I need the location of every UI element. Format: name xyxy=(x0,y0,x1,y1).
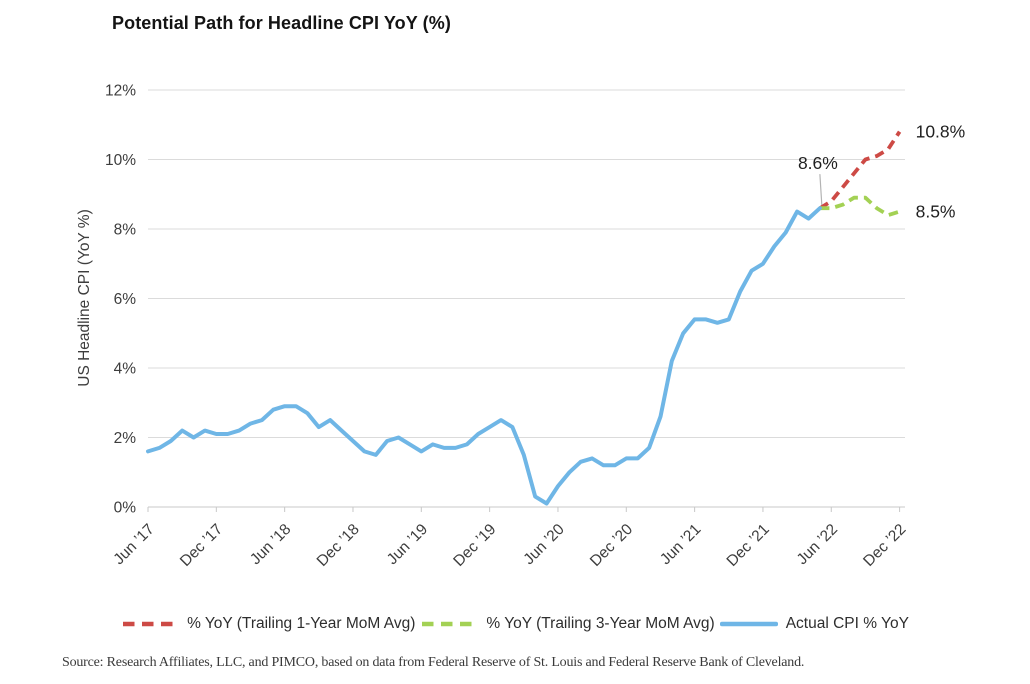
legend-item-actual-cpi: Actual CPI % YoY xyxy=(719,615,909,633)
x-tick-label: Dec ’17 xyxy=(177,521,226,570)
x-tick-label: Dec ’19 xyxy=(450,521,499,570)
annotation-leader-line xyxy=(819,174,823,207)
y-tick-label: 4% xyxy=(114,361,137,378)
legend-label-trailing-3yr: % YoY (Trailing 3-Year MoM Avg) xyxy=(486,615,715,632)
annotation-end-value: 8.5% xyxy=(916,202,956,222)
y-tick-label: 10% xyxy=(105,152,136,169)
x-tick-label: Jun ’22 xyxy=(794,521,841,568)
plot-area: 0% 2% 4% 6% 8% 10% 12% Jun ’17 Dec ’17 Jun ’18 Dec… xyxy=(76,83,966,570)
y-tick-label: 2% xyxy=(114,430,137,447)
x-tick-label: Dec ’18 xyxy=(314,521,363,570)
y-tick-label: 12% xyxy=(105,83,136,100)
annotation-end-value: 10.8% xyxy=(916,122,966,142)
y-tick-label: 0% xyxy=(114,500,137,517)
source-note: Source: Research Affiliates, LLC, and PI… xyxy=(62,655,805,670)
legend-item-trailing-1yr: % YoY (Trailing 1-Year MoM Avg) xyxy=(121,615,415,633)
legend-label-actual-cpi: Actual CPI % YoY xyxy=(785,615,909,632)
x-tick-label: Jun ’21 xyxy=(657,521,704,568)
x-tick-label: Jun ’18 xyxy=(247,521,294,568)
x-tick-label: Jun ’17 xyxy=(110,521,157,568)
x-tick-label: Jun ’20 xyxy=(520,521,568,569)
green-dashed-line-icon xyxy=(422,621,477,627)
legend-item-trailing-3yr: % YoY (Trailing 3-Year MoM Avg) xyxy=(420,615,715,633)
x-tick-label: Jun ’19 xyxy=(384,521,431,568)
legend: % YoY (Trailing 1-Year MoM Avg) % YoY (T… xyxy=(0,615,1030,633)
blue-solid-line-icon xyxy=(719,621,778,627)
x-tick-label: Dec ’20 xyxy=(587,521,636,570)
chart-title: Potential Path for Headline CPI YoY (%) xyxy=(112,13,451,33)
series-trailing-3yr xyxy=(819,195,901,218)
y-tick-label: 6% xyxy=(114,291,137,308)
x-tick-label: Dec ’22 xyxy=(860,521,909,570)
y-axis-title: US Headline CPI (YoY %) xyxy=(76,209,93,386)
x-tick-label: Dec ’21 xyxy=(724,521,773,570)
series-actual-cpi xyxy=(146,206,822,506)
y-tick-label: 8% xyxy=(114,222,137,239)
legend-label-trailing-1yr: % YoY (Trailing 1-Year MoM Avg) xyxy=(187,615,416,632)
red-dashed-line-icon xyxy=(123,621,178,627)
series-trailing-1yr xyxy=(818,130,902,210)
annotation-junction-value: 8.6% xyxy=(798,153,838,173)
